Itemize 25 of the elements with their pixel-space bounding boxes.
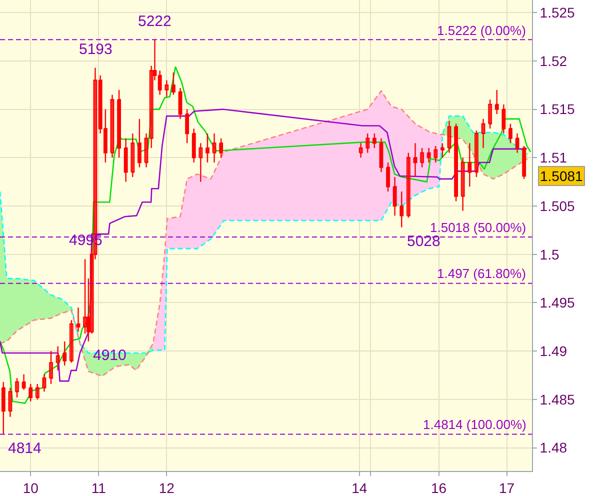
annotation: 5028 [407,233,440,250]
annotation: 5193 [79,41,112,58]
x-tick-label: 17 [498,480,515,496]
annotation: 4814 [8,440,42,457]
annotation: 5222 [138,13,172,30]
x-tick-label: 11 [91,480,106,496]
x-tick-label: 16 [430,480,447,496]
y-tick-label: 1.495 [540,294,576,311]
x-tick-label: 12 [158,480,175,496]
ref-line-label: 1.5018 (50.00%) [430,220,526,235]
y-tick-label: 1.525 [540,4,576,20]
x-tick-label: 14 [352,480,368,496]
text: 1.5081 [540,168,584,184]
y-tick-label: 1.515 [540,101,576,118]
y-tick-label: 1.505 [540,198,576,214]
y-tick-label: 1.485 [540,391,576,408]
ref-line-label: 1.497 (61.80%) [437,266,526,281]
ref-line-label: 1.4814 (100.00%) [423,417,526,432]
y-tick-label: 1.51 [540,150,568,166]
ref-line-label: 1.5222 (0.00%) [437,23,526,38]
y-tick-label: 1.48 [540,440,568,456]
y-tick-label: 1.52 [540,52,568,69]
y-tick-label: 1.5 [540,246,560,262]
x-tick-label: 10 [22,480,39,496]
y-tick-label: 1.49 [540,342,568,359]
